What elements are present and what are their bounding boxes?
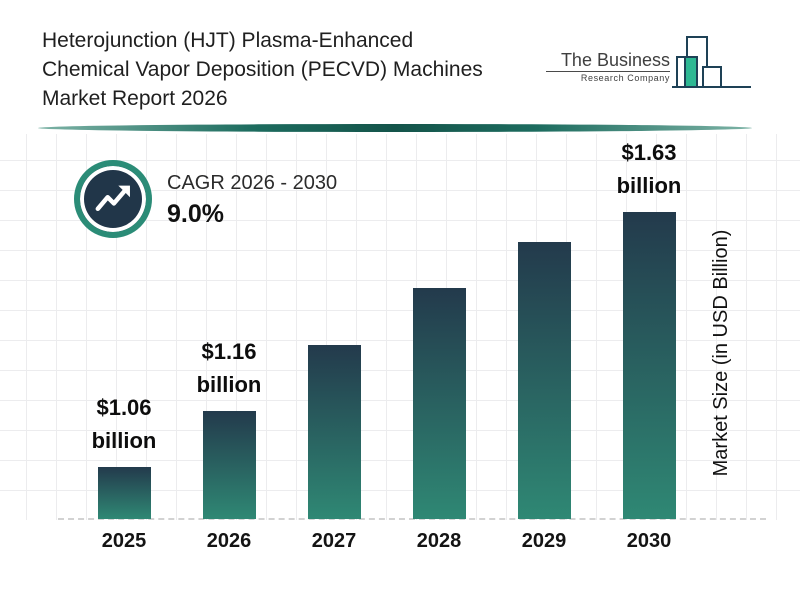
value-label-line: $1.63 xyxy=(621,140,677,165)
value-label-line: $1.16 xyxy=(201,339,257,364)
bar-2029 xyxy=(517,242,571,519)
value-label-2026: $1.16 billion xyxy=(159,335,299,401)
bar-2030 xyxy=(622,212,676,519)
value-label-2025: $1.06 billion xyxy=(54,391,194,457)
x-axis-tick-2028: 2028 xyxy=(416,530,462,552)
x-axis-tick-2026: 2026 xyxy=(206,530,252,552)
x-axis-tick-2027: 2027 xyxy=(311,530,357,552)
trending-up-icon xyxy=(74,160,152,238)
value-label-2030: $1.63 billion xyxy=(579,136,719,202)
bar-2028 xyxy=(412,288,466,519)
title-line-3: Market Report 2026 xyxy=(42,87,228,110)
title-line-2: Chemical Vapor Deposition (PECVD) Machin… xyxy=(42,58,483,81)
value-label-line: billion xyxy=(616,173,682,198)
y-axis-label: Market Size (in USD Billion) xyxy=(710,229,732,477)
bar-chart-logo-icon xyxy=(672,26,753,94)
value-label-line: billion xyxy=(91,428,157,453)
cagr-period-label: CAGR 2026 - 2030 xyxy=(167,172,338,194)
teal-divider-line xyxy=(38,124,752,132)
value-label-line: $1.06 xyxy=(96,395,152,420)
company-logo-text: The Business Research Company xyxy=(540,50,670,83)
x-axis-tick-2029: 2029 xyxy=(521,530,567,552)
bar-2026 xyxy=(202,411,256,519)
x-axis-tick-2030: 2030 xyxy=(626,530,672,552)
bar-2027 xyxy=(307,345,361,519)
bar-2025 xyxy=(97,467,151,519)
title-line-1: Heterojunction (HJT) Plasma-Enhanced xyxy=(42,29,414,52)
x-axis-tick-2025: 2025 xyxy=(101,530,147,552)
page-title: Heterojunction (HJT) Plasma-Enhanced Che… xyxy=(42,26,562,113)
logo-divider-line xyxy=(546,71,670,72)
value-label-line: billion xyxy=(196,372,262,397)
cagr-value: 9.0% xyxy=(167,200,224,228)
x-axis-baseline xyxy=(58,518,766,520)
logo-tagline: Research Company xyxy=(580,73,670,83)
logo-company-name: The Business xyxy=(560,50,670,70)
